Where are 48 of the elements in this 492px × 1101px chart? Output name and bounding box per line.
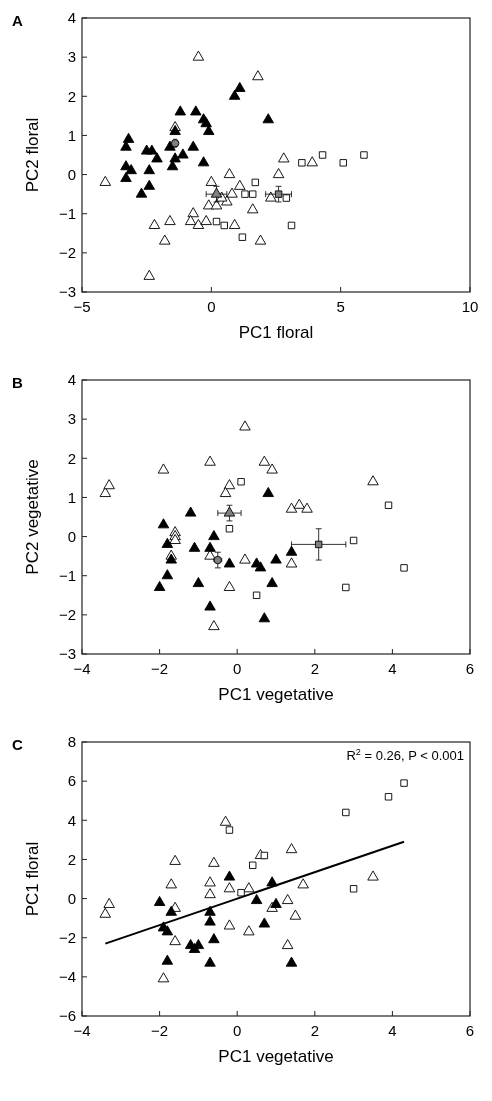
y-tick-label: −2 [58,244,76,262]
x-tick-label: 6 [465,660,475,677]
y-tick-label: 3 [67,48,76,66]
y-axis-title: PC1 floral [23,841,42,917]
y-tick-label: 2 [67,87,76,105]
x-tick-label: 10 [461,298,479,315]
x-tick-label: 4 [388,1022,397,1039]
y-tick-label: −4 [58,968,76,986]
y-tick-label: 0 [67,527,76,545]
x-tick-label: 0 [233,660,242,677]
y-tick-label: 0 [67,889,76,907]
y-tick-label: 1 [67,126,76,144]
annotation: R$^{2}$ = 0.26, P < 0.001 [346,747,464,763]
y-tick-label: 4 [67,371,76,389]
x-tick-label: 6 [465,1022,475,1039]
y-tick-label: 2 [67,449,76,467]
y-tick-label: −2 [58,606,76,624]
y-tick-label: −6 [58,1007,76,1025]
x-tick-label: −2 [151,660,169,677]
chart-title: A [12,12,23,29]
x-tick-label: 4 [388,660,397,677]
y-tick-label: 6 [67,772,76,790]
y-tick-label: 4 [67,811,76,829]
y-tick-label: 8 [67,733,76,751]
y-tick-label: −3 [58,283,76,301]
y-tick-label: 2 [67,850,76,868]
y-tick-label: 1 [67,488,76,506]
y-tick-label: 0 [67,165,76,183]
y-tick-label: −1 [58,204,76,222]
x-tick-label: −5 [73,298,91,315]
x-axis-title: PC1 vegetative [218,685,334,704]
chart-title: C [12,736,23,753]
x-tick-label: 0 [207,298,216,315]
y-tick-label: −1 [58,566,76,584]
y-axis-title: PC2 floral [23,117,42,193]
x-tick-label: 5 [336,298,345,315]
x-tick-label: 0 [233,1022,242,1039]
x-axis-title: PC1 floral [238,323,314,342]
x-tick-label: −2 [151,1022,169,1039]
x-axis-title: PC1 vegetative [218,1047,334,1066]
y-tick-label: −2 [58,928,76,946]
y-tick-label: 4 [67,9,76,27]
x-tick-label: 2 [310,1022,319,1039]
y-tick-label: 3 [67,410,76,428]
x-tick-label: 2 [310,660,319,677]
y-tick-label: −3 [58,645,76,663]
y-axis-title: PC2 vegetative [23,459,42,575]
chart-title: B [12,374,23,391]
